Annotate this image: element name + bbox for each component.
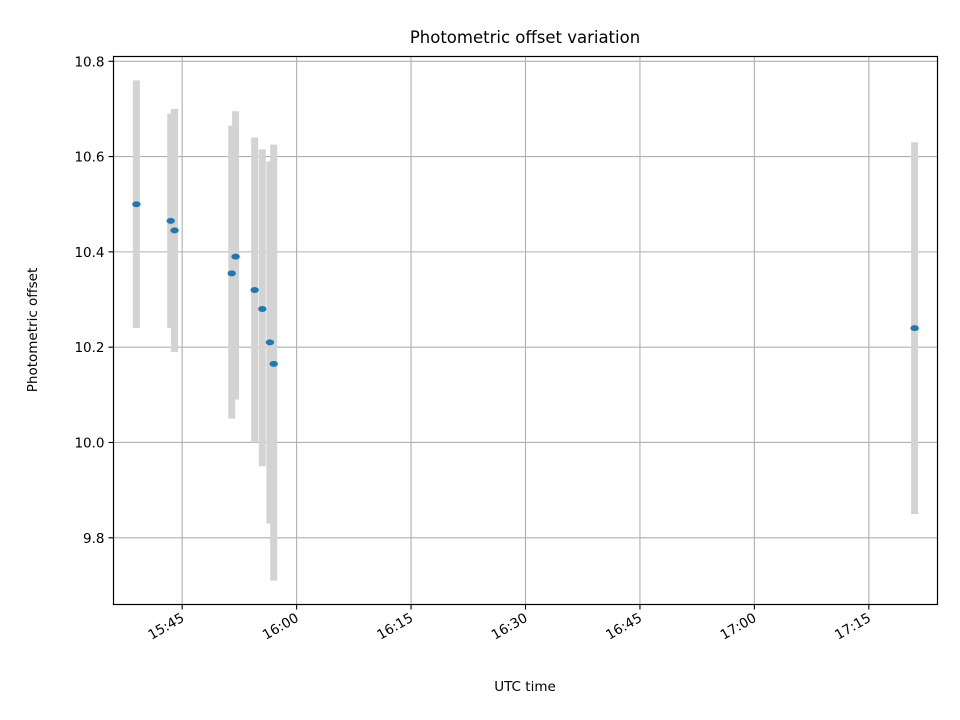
- x-axis-label: UTC time: [494, 679, 556, 695]
- chart-title: Photometric offset variation: [410, 28, 640, 47]
- data-points: [132, 201, 919, 367]
- y-axis-ticks: 9.8 10.0 10.2 10.4 10.6 10.8: [74, 54, 114, 547]
- data-point: [170, 227, 179, 234]
- data-point: [231, 253, 240, 260]
- x-tick-label: 16:45: [603, 610, 645, 643]
- data-point: [166, 217, 175, 224]
- data-point: [258, 306, 267, 313]
- x-tick-label: 16:30: [489, 610, 531, 643]
- y-tick-label: 10.2: [74, 340, 104, 356]
- y-tick-label: 10.0: [74, 435, 104, 451]
- y-tick-label: 10.4: [74, 245, 104, 261]
- data-point: [269, 360, 278, 367]
- data-point: [250, 286, 259, 293]
- data-point: [910, 325, 919, 332]
- y-tick-label: 10.8: [74, 54, 104, 70]
- x-tick-label: 17:15: [832, 610, 874, 643]
- x-axis-ticks: 15:45 16:00 16:15 16:30 16:45 17:00 17:15: [145, 604, 874, 643]
- x-tick-label: 16:00: [260, 610, 302, 643]
- data-point: [132, 201, 141, 208]
- grid: [113, 56, 938, 605]
- y-axis-label: Photometric offset: [25, 268, 41, 392]
- x-tick-label: 16:15: [374, 610, 416, 643]
- y-tick-label: 10.6: [74, 150, 104, 166]
- y-tick-label: 9.8: [83, 531, 104, 547]
- x-tick-label: 17:00: [718, 610, 760, 643]
- x-tick-label: 15:45: [145, 610, 187, 643]
- data-point: [265, 339, 275, 346]
- data-point: [227, 270, 236, 277]
